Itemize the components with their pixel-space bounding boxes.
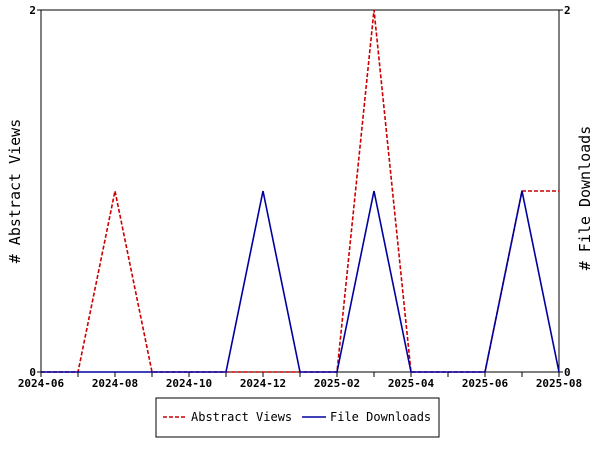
x-tick-label: 2025-06 xyxy=(462,377,509,390)
series-line-file-downloads xyxy=(41,190,560,373)
x-axis-ticks: 2024-06 2024-08 2024-10 2024-12 2025-02 2025-… xyxy=(18,372,582,390)
x-tick-label: 2024-06 xyxy=(18,377,65,390)
legend-box xyxy=(155,397,440,438)
legend-label-file-downloads: File Downloads xyxy=(330,410,431,424)
y-left-tick-label: 2 xyxy=(29,4,36,17)
x-tick-label: 2025-08 xyxy=(536,377,582,390)
y-right-tick-label: 2 xyxy=(564,4,571,17)
x-tick-label: 2024-10 xyxy=(166,377,212,390)
y-left-tick-label: 0 xyxy=(29,366,36,379)
x-tick-label: 2025-04 xyxy=(388,377,435,390)
x-tick-label: 2024-12 xyxy=(240,377,286,390)
y-axis-ticks: 0 2 0 2 xyxy=(29,4,570,379)
y-axis-left-title: # Abstract Views xyxy=(6,119,24,264)
legend-label-abstract-views: Abstract Views xyxy=(191,410,292,424)
y-axis-right-title: # File Downloads xyxy=(576,126,594,271)
x-tick-label: 2024-08 xyxy=(92,377,138,390)
plot-area xyxy=(40,9,560,373)
x-tick-label: 2025-02 xyxy=(314,377,360,390)
series-lines xyxy=(41,9,560,373)
y-right-tick-label: 0 xyxy=(564,366,571,379)
legend: Abstract Views File Downloads xyxy=(155,397,440,438)
